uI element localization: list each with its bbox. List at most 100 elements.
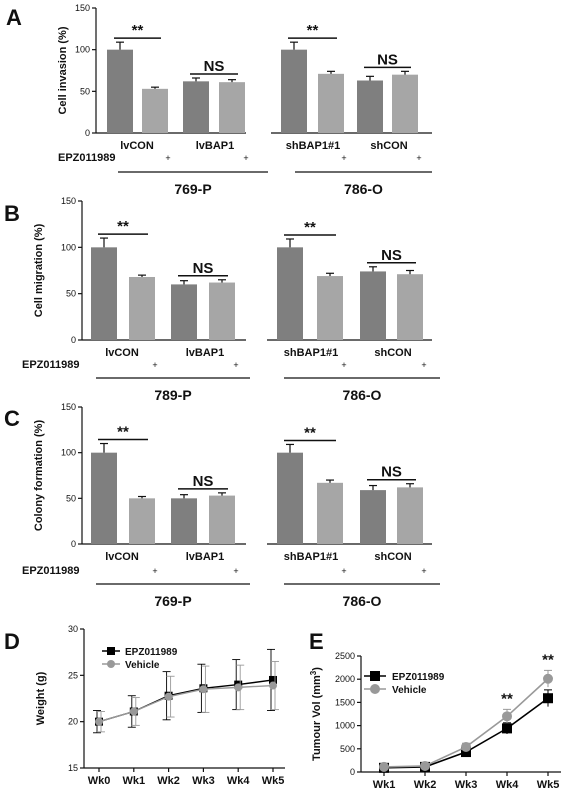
panel-b-bar: [129, 276, 155, 340]
panel-e-x-tick-label: Wk5: [537, 779, 560, 791]
panel-d-marker: [199, 685, 208, 694]
panel-b-treatment-label: EPZ011989: [22, 359, 80, 371]
panel-a-bar: [281, 49, 307, 133]
panel-e-marker: [502, 711, 512, 722]
panel-a-category-label: shCON: [370, 140, 407, 152]
panel-c-y-tick-label: 0: [71, 539, 76, 549]
panel-b-y-tick-label: 0: [71, 335, 76, 345]
panel-d-y-label: Weight (g): [35, 671, 47, 725]
panel-a-y-tick-label: 100: [75, 45, 90, 55]
panel-a-treatment-mark: +: [165, 153, 170, 163]
panel-b-bar: [171, 284, 197, 340]
panel-d-marker: [164, 692, 173, 701]
panel-b-treatment-mark: +: [421, 360, 426, 370]
panel-c-treatment-label: EPZ011989: [22, 565, 80, 577]
panel-e-marker: [379, 761, 389, 772]
panel-c-category-label: shCON: [374, 551, 411, 563]
panel-e-sig-label: **: [542, 651, 554, 668]
panel-c-treatment-mark: +: [341, 566, 346, 576]
panel-b-treatment-mark: +: [341, 360, 346, 370]
panel-b-y-tick-label: 150: [61, 196, 76, 206]
panel-d-legend-label: EPZ011989: [125, 647, 178, 658]
panel-a-category-label: shBAP1#1: [286, 140, 340, 152]
panel-d-marker: [95, 717, 103, 726]
panel-b-category-label: lvCON: [105, 347, 139, 359]
panel-b-y-tick-label: 100: [61, 242, 76, 252]
panel-e-y-tick-label: 2500: [335, 651, 355, 661]
panel-b-bar: [397, 274, 423, 340]
panel-b-bar: [277, 247, 303, 340]
panel-e-marker: [543, 693, 553, 704]
panel-b-category-label: lvBAP1: [186, 347, 225, 359]
panel-c-sig-label: **: [304, 424, 316, 441]
panel-a-sig-label: NS: [377, 51, 398, 68]
panel-d-marker: [234, 683, 243, 692]
panel-a-category-label: lvCON: [120, 140, 154, 152]
panel-a-sig-label: **: [132, 22, 144, 39]
panel-b-sig-label: **: [117, 218, 129, 235]
panel-e-y-tick-label: 2000: [335, 674, 355, 684]
panel-c-bar: [277, 452, 303, 544]
panel-d-legend-label: Vehicle: [125, 660, 160, 671]
panel-e-legend-marker: [370, 684, 380, 694]
panel-a-y-tick-label: 150: [75, 3, 90, 13]
panel-a-treatment-label: EPZ011989: [58, 152, 116, 164]
panel-e-y-label-superscript: 3: [309, 670, 318, 675]
panel-e-series-line: [383, 697, 549, 769]
panel-a-bar: [392, 74, 418, 133]
panel-b-bar: [209, 282, 235, 340]
panel-a-group-label: 769-P: [174, 181, 211, 197]
panel-a-y-tick-label: 50: [80, 86, 90, 96]
panel-e-marker: [461, 747, 471, 758]
panel-c-y-tick-label: 150: [61, 402, 76, 412]
panel-a-bar: [142, 88, 168, 133]
panel-c-y-tick-label: 100: [61, 448, 76, 458]
panel-a-group-label: 786-O: [344, 181, 383, 197]
panel-d-y-tick-label: 30: [68, 624, 78, 634]
panel-e-x-tick-label: Wk1: [373, 779, 396, 791]
panel-c-group-label: 786-O: [343, 593, 382, 609]
panel-c-bar: [171, 498, 197, 544]
panel-e-x-tick-label: Wk4: [496, 779, 520, 791]
panel-d-legend-marker: [107, 660, 115, 668]
panel-c-treatment-mark: +: [421, 566, 426, 576]
panel-d-series-line: [98, 684, 274, 723]
panel-e-y-label-close: ): [311, 667, 323, 671]
panel-d-marker: [269, 681, 277, 690]
panel-e-y-tick-label: 500: [340, 744, 355, 754]
panel-c-sig-label: **: [117, 424, 129, 441]
panel-b-group-label: 789-P: [154, 387, 191, 403]
panel-e-marker: [420, 760, 430, 771]
panel-b-label: B: [4, 201, 20, 226]
panel-c-y-tick-label: 50: [66, 493, 76, 503]
panel-d-y-tick-label: 20: [68, 717, 78, 727]
panel-c-sig-label: NS: [381, 464, 402, 481]
panel-e-y-tick-label: 1500: [335, 697, 355, 707]
panel-a-bar: [183, 81, 209, 133]
panel-b-y-label: Cell migration (%): [33, 223, 45, 317]
panel-e-sig-label: **: [501, 690, 513, 707]
panel-a-bar: [107, 49, 133, 133]
panel-d-x-tick-label: Wk0: [88, 775, 111, 787]
panel-e-y-label: Tumour Vol (mm3): [309, 667, 323, 761]
panel-a-bar: [219, 82, 245, 133]
panel-c-bar: [397, 487, 423, 544]
panel-a-bar: [357, 80, 383, 133]
panel-d-x-tick-label: Wk1: [122, 775, 145, 787]
panel-d-marker: [129, 707, 138, 716]
panel-b-group-label: 786-O: [343, 387, 382, 403]
panel-e-x-tick-label: Wk2: [414, 779, 437, 791]
panel-d-x-tick-label: Wk3: [192, 775, 215, 787]
panel-e-y-tick-label: 0: [350, 767, 355, 777]
panel-c-category-label: lvCON: [105, 551, 139, 563]
panel-e-marker: [461, 741, 471, 752]
panel-d-x-tick-label: Wk4: [227, 775, 251, 787]
panel-d-y-tick-label: 15: [68, 763, 78, 773]
panel-a-treatment-mark: +: [416, 153, 421, 163]
panel-d-y-tick-label: 25: [68, 670, 78, 680]
panel-d-x-tick-label: Wk2: [157, 775, 180, 787]
panel-e-legend-label: Vehicle: [392, 685, 427, 696]
panel-c-y-label: Colony formation (%): [33, 420, 45, 532]
